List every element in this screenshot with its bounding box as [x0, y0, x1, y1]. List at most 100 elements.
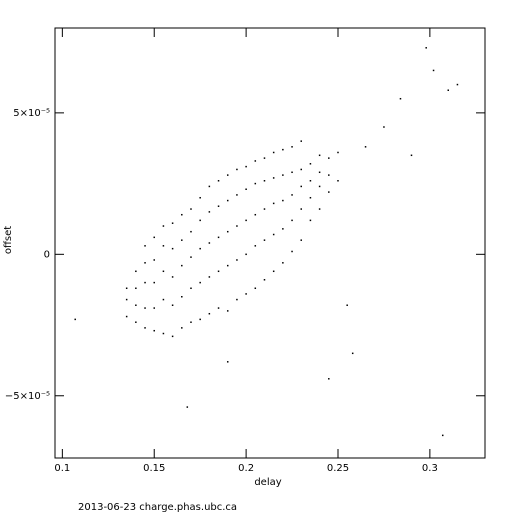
point [190, 256, 192, 258]
point [254, 245, 257, 247]
point [383, 126, 385, 128]
point [144, 307, 146, 309]
point [410, 154, 413, 157]
point [199, 281, 201, 284]
point [328, 191, 330, 193]
point [309, 180, 312, 182]
point [441, 434, 444, 437]
point [245, 165, 247, 168]
point [153, 281, 155, 284]
point [318, 171, 321, 174]
point [282, 228, 284, 230]
point [125, 287, 128, 290]
point [346, 304, 348, 306]
point [190, 230, 192, 233]
point [208, 312, 211, 315]
x-tick-label: 0.15 [143, 463, 165, 474]
point [263, 279, 266, 281]
point [171, 335, 174, 338]
point [181, 213, 183, 216]
point [291, 146, 293, 148]
point [254, 160, 257, 162]
point [282, 262, 284, 264]
point [318, 208, 321, 210]
point [217, 236, 220, 239]
point [263, 208, 266, 210]
point [291, 171, 293, 174]
point [328, 157, 330, 159]
point [199, 318, 201, 321]
point [328, 378, 330, 380]
point [236, 259, 238, 261]
footer: 2013-06-23 charge.phas.ubc.ca [78, 502, 237, 512]
point [226, 264, 229, 267]
point [162, 245, 165, 247]
point [300, 168, 302, 171]
point [456, 83, 459, 86]
point [254, 182, 257, 185]
point [226, 361, 229, 363]
point [181, 296, 183, 298]
point [291, 219, 293, 222]
point [190, 321, 192, 323]
point [144, 262, 146, 264]
point [125, 315, 128, 318]
y-axis-label: offset [3, 226, 14, 254]
x-tick-label: 0.3 [422, 463, 438, 474]
point [300, 185, 302, 188]
point [399, 97, 402, 100]
x-tick-label: 0.1 [54, 463, 70, 474]
x-tick-label: 0.25 [327, 463, 349, 474]
point [309, 163, 312, 165]
point [291, 250, 293, 253]
point [432, 69, 435, 72]
point [226, 174, 229, 176]
point [144, 281, 146, 284]
point [217, 270, 220, 273]
point [309, 196, 312, 199]
point [74, 318, 76, 321]
point [272, 233, 275, 236]
point [144, 245, 146, 247]
point [135, 321, 137, 323]
point [282, 148, 284, 151]
point [425, 47, 427, 49]
point [272, 270, 275, 273]
point [199, 219, 201, 222]
point [309, 219, 312, 222]
y-tick-label: 0 [44, 249, 50, 260]
point [291, 194, 293, 196]
point [153, 307, 155, 309]
point [254, 287, 257, 290]
point [208, 211, 211, 213]
point [217, 180, 220, 182]
point [245, 188, 247, 190]
point [245, 253, 247, 256]
point [236, 225, 238, 227]
point [135, 270, 137, 273]
point [272, 202, 275, 205]
point [199, 196, 201, 199]
point [171, 304, 174, 306]
point [272, 177, 275, 179]
point [236, 298, 238, 301]
point [186, 406, 189, 408]
point [162, 270, 165, 273]
point [181, 264, 183, 267]
point [263, 180, 266, 182]
point [144, 327, 146, 329]
point [162, 225, 165, 227]
point [263, 239, 266, 241]
point [337, 151, 339, 154]
point [171, 276, 174, 278]
y-tick-label: 5×10⁻⁵ [13, 108, 50, 119]
point [217, 205, 220, 207]
point [181, 239, 183, 241]
point [447, 89, 449, 91]
point [208, 242, 211, 244]
point [190, 208, 192, 210]
point [236, 194, 238, 196]
point [181, 327, 183, 329]
point [199, 247, 201, 250]
